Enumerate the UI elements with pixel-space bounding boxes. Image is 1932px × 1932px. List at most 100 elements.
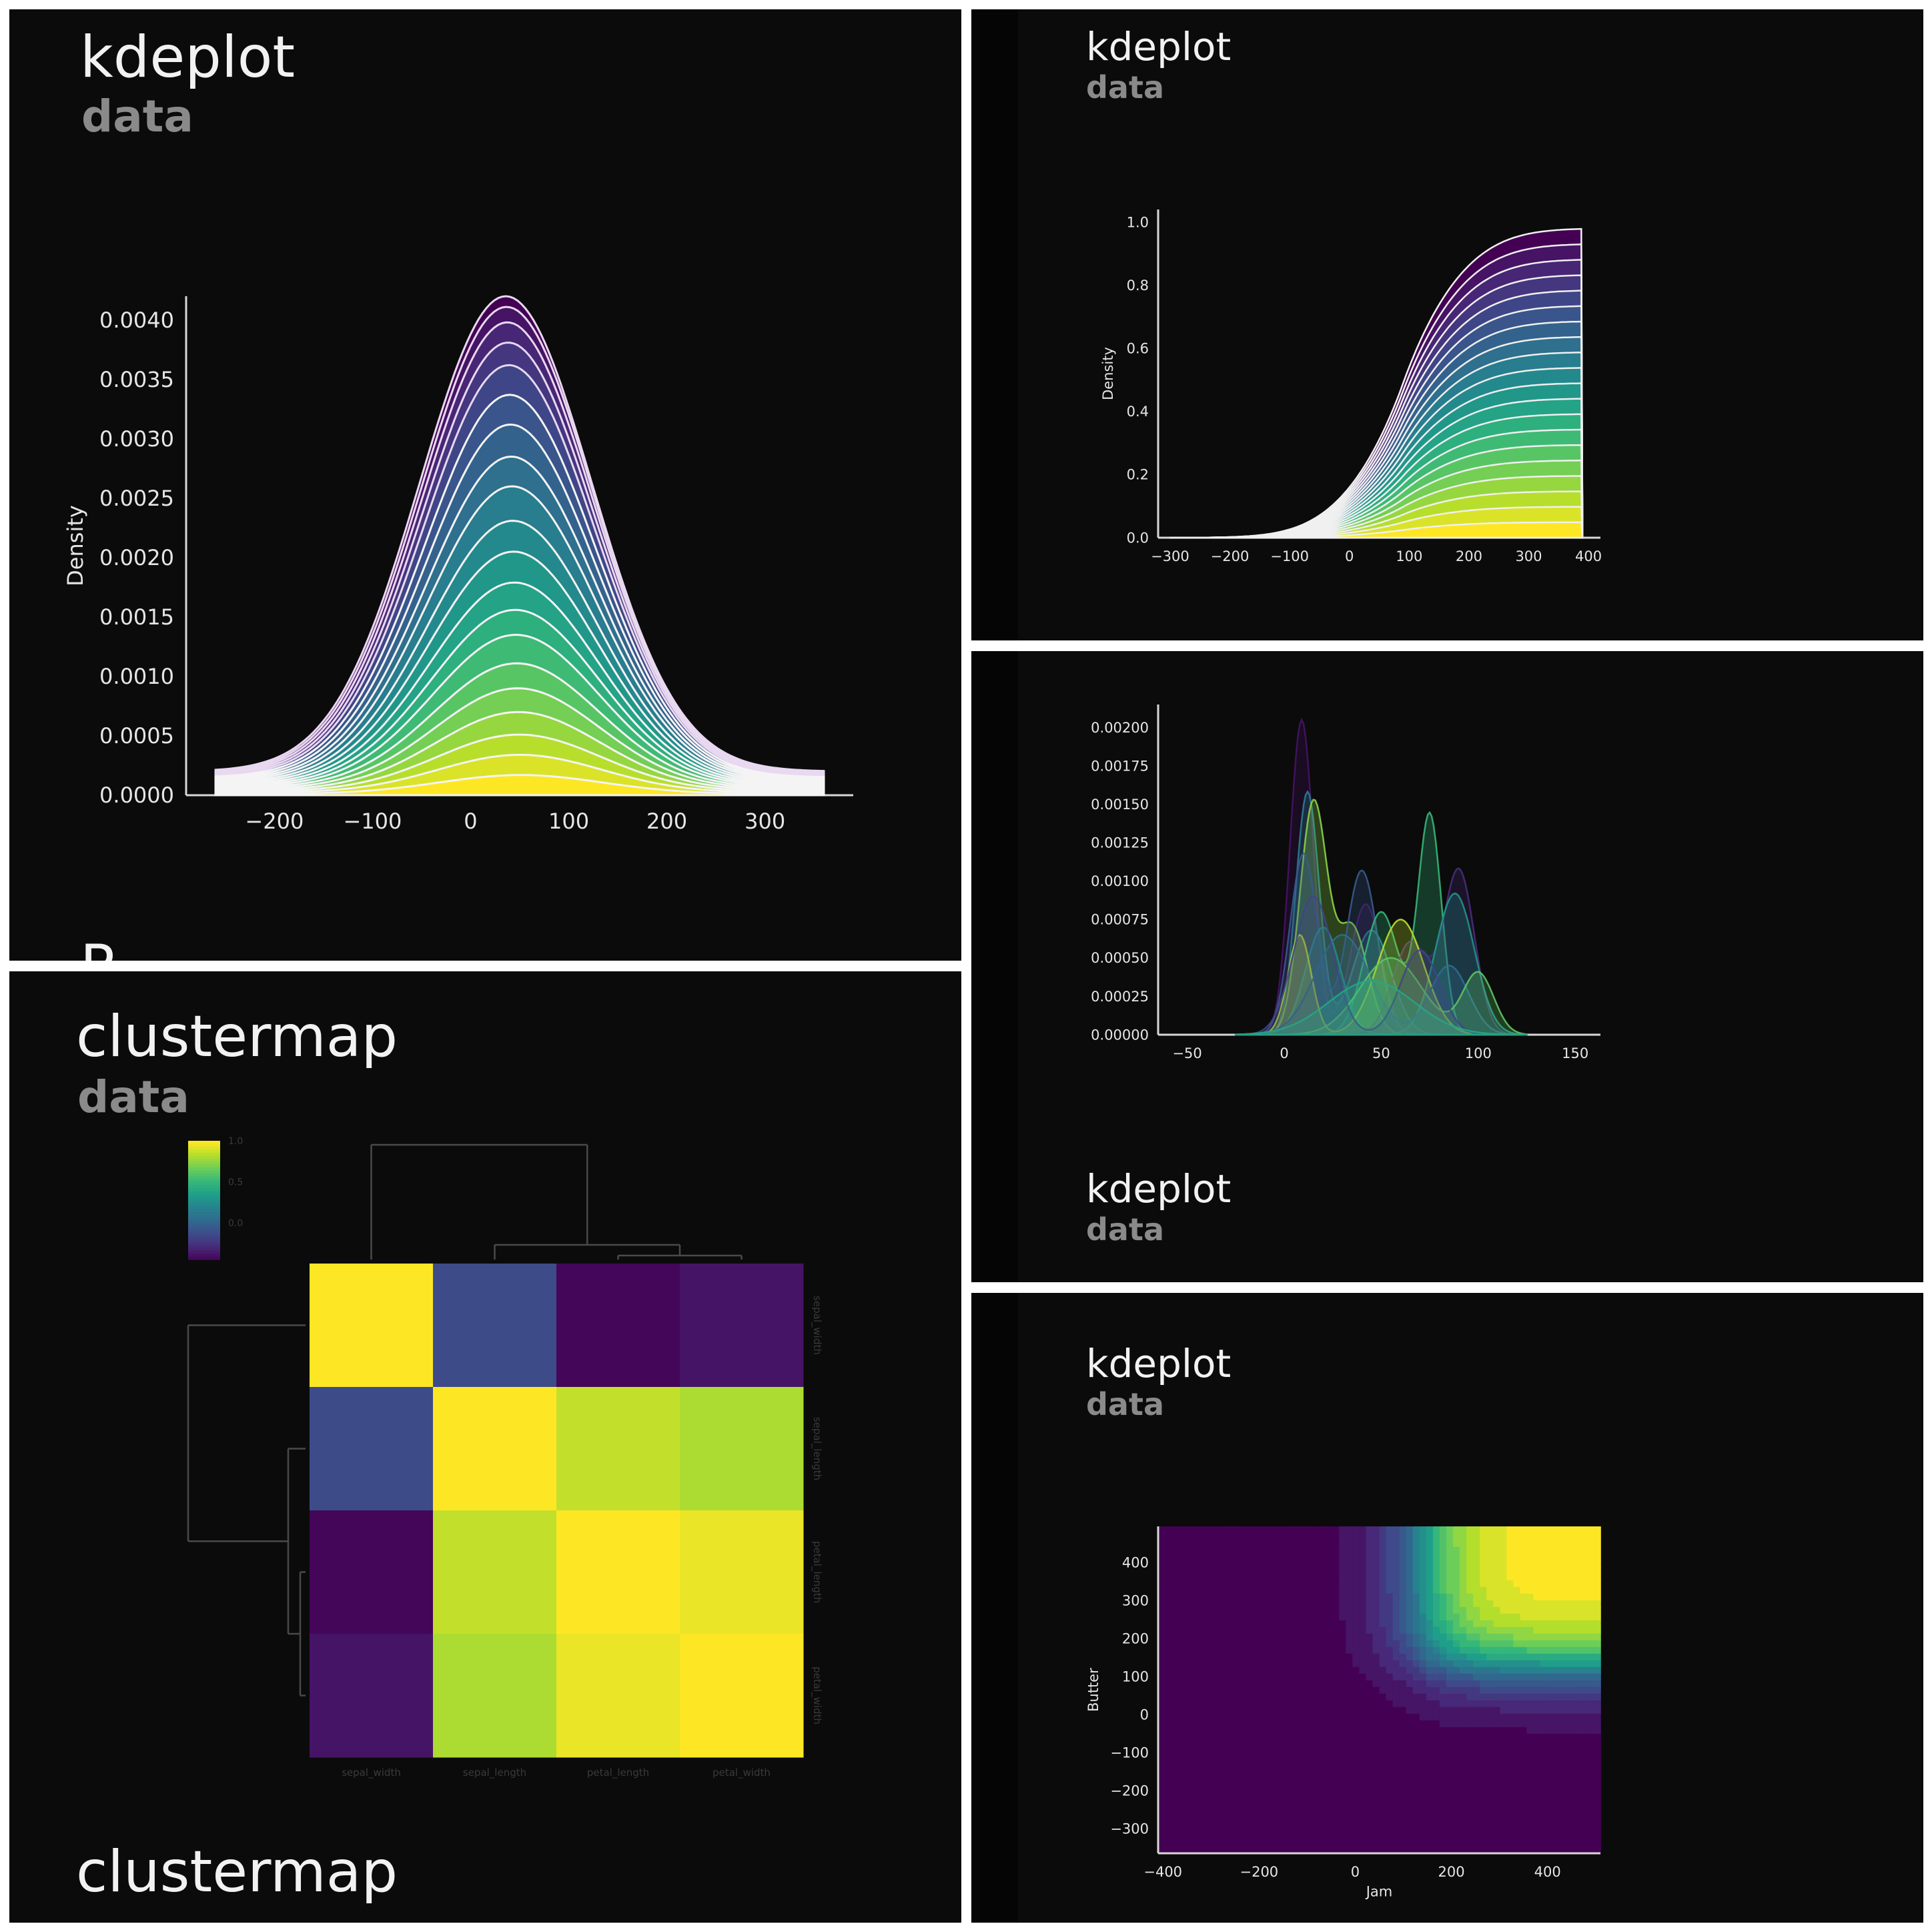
heatmap-cell [1426,1586,1434,1594]
heatmap-cell [1245,1753,1253,1761]
heatmap-cell [1232,1793,1240,1801]
next-slide-title: clustermap [76,1839,398,1905]
heatmap-cell [1386,1800,1394,1807]
heatmap-cell [1586,1707,1594,1714]
heatmap-cell [1232,1733,1240,1741]
heatmap-cell [1580,1626,1588,1634]
heatmap-cell [1594,1560,1601,1567]
heatmap-cell [1285,1733,1293,1741]
heatmap-cell [1392,1580,1400,1587]
heatmap-cell [1560,1673,1568,1680]
heatmap-cell [1392,1660,1400,1667]
heatmap-cell [1453,1593,1460,1600]
heatmap-cell [1232,1666,1240,1674]
heatmap-cell [1533,1666,1541,1674]
heatmap-cell [1493,1633,1501,1640]
heatmap-cell [1359,1760,1367,1767]
heatmap-cell [1399,1600,1407,1607]
heatmap-cell [1406,1673,1414,1680]
heatmap-cell [1480,1686,1487,1694]
heatmap-cell [1306,1713,1313,1721]
heatmap-cell [1586,1680,1594,1687]
colorbar-segment [188,1185,220,1189]
heatmap-cell [1466,1653,1474,1660]
heatmap-cell [1533,1820,1541,1827]
heatmap-cell [1272,1600,1280,1607]
heatmap-cell [1392,1526,1400,1534]
heatmap-cell [1218,1700,1226,1707]
heatmap-cell [1586,1546,1594,1554]
heatmap-cell [1500,1613,1508,1620]
heatmap-cell [1473,1673,1480,1680]
heatmap-cell [1446,1733,1454,1741]
heatmap-cell [1278,1606,1286,1614]
heatmap-cell [1446,1813,1454,1821]
heatmap-cell [1185,1653,1192,1660]
heatmap-cell [1319,1566,1326,1574]
heatmap-cell [1540,1820,1548,1827]
heatmap-cell [1493,1673,1501,1680]
heatmap-cell [1446,1580,1454,1587]
heatmap-cell [1432,1613,1440,1620]
heatmap-cell [1573,1653,1581,1660]
heatmap-cell [1178,1840,1185,1847]
heatmap-cell [1158,1620,1165,1627]
heatmap-cell [1346,1593,1354,1600]
heatmap-cell [1513,1600,1521,1607]
heatmap-cell [1272,1586,1280,1594]
heatmap-cell [1352,1707,1360,1714]
heatmap-cell [1212,1633,1220,1640]
heatmap-cell [1292,1800,1300,1807]
heatmap-cell [1366,1747,1374,1754]
column-label: petal_width [712,1767,771,1779]
heatmap-cell [1185,1540,1192,1547]
heatmap-cell [1473,1720,1480,1727]
heatmap-cell [1386,1720,1394,1727]
heatmap-cell [1299,1526,1306,1534]
heatmap-cell [1486,1553,1494,1560]
heatmap-cell [1493,1840,1501,1847]
heatmap-cell [1312,1646,1320,1654]
heatmap-cell [1486,1546,1494,1554]
heatmap-cell [1412,1773,1420,1781]
colorbar-segment [188,1179,220,1183]
heatmap-cell [1506,1606,1514,1614]
heatmap-cell [1473,1566,1480,1574]
heatmap-cell [1359,1633,1367,1640]
heatmap-cell [1439,1693,1447,1701]
heatmap-cell [1171,1707,1179,1714]
heatmap-cell [1466,1840,1474,1847]
heatmap-cell [1312,1660,1320,1667]
heatmap-cell [1399,1840,1407,1847]
heatmap-cell [1185,1713,1192,1721]
heatmap-cell [1399,1733,1407,1741]
heatmap-cell [1540,1787,1548,1794]
heatmap-cell [1332,1533,1340,1540]
heatmap-cell [1432,1733,1440,1741]
heatmap-cell [1352,1626,1360,1634]
x-tick-label: −300 [1151,548,1189,564]
sidebar-strip [971,9,1018,640]
heatmap-cell [1419,1640,1427,1647]
heatmap-cell [1165,1700,1172,1707]
heatmap-cell [1493,1600,1501,1607]
heatmap-cell [1299,1606,1306,1614]
heatmap-cell [1312,1827,1320,1834]
heatmap-cell [1332,1747,1340,1754]
y-axis-label: Density [63,505,88,586]
heatmap-cell [1460,1586,1467,1594]
heatmap-cell [1232,1807,1240,1814]
heatmap-cell [1426,1747,1434,1754]
heatmap-cell [1171,1780,1179,1787]
heatmap-cell [1339,1767,1346,1774]
heatmap-cell [1212,1787,1220,1794]
heatmap-cell [1185,1666,1192,1674]
heatmap-cell [1218,1620,1226,1627]
heatmap-cell [1594,1767,1601,1774]
heatmap-cell [1473,1727,1480,1734]
heatmap-cell [310,1387,434,1511]
heatmap-cell [1218,1573,1226,1580]
heatmap-cell [1218,1566,1226,1574]
heatmap-cell [1412,1620,1420,1627]
heatmap-cell [1165,1653,1172,1660]
